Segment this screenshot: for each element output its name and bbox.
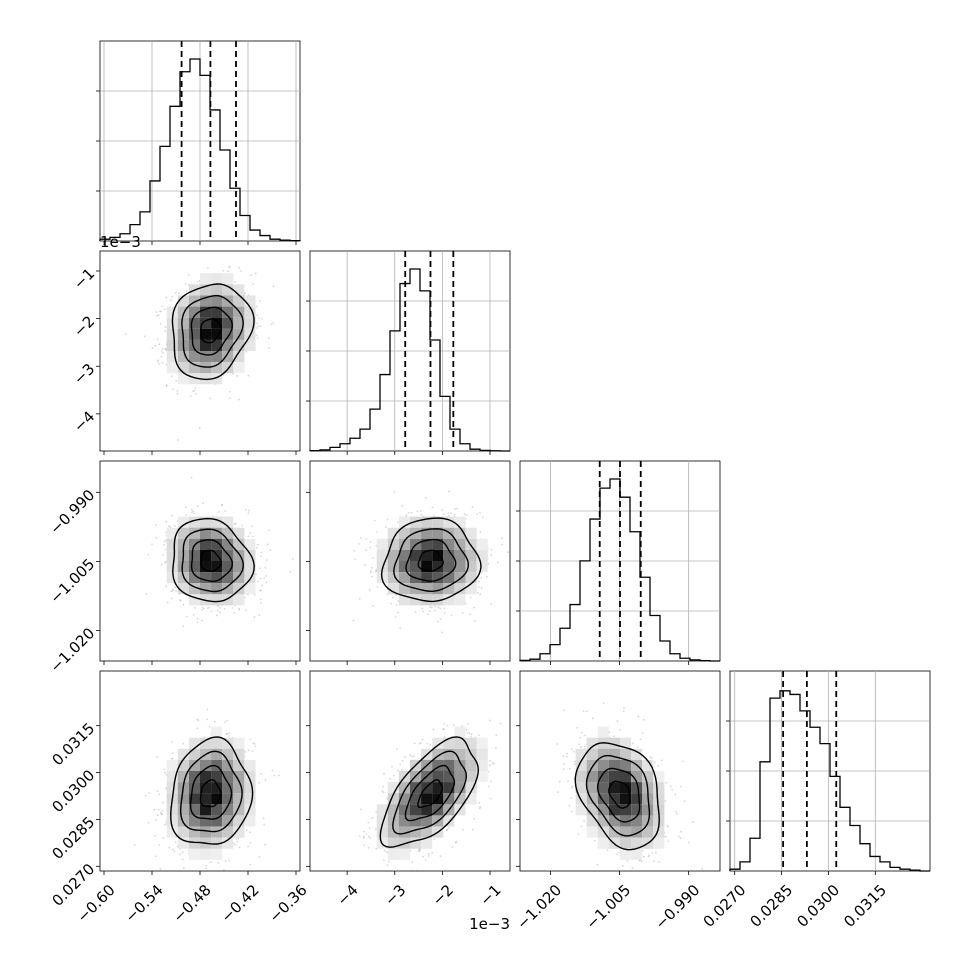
y-tick-label: −1.020 <box>46 624 98 676</box>
scatter-panel-3-2 <box>516 670 721 875</box>
y-tick-label: 0.0300 <box>49 766 99 816</box>
y-tick-label: −0.990 <box>46 486 98 538</box>
histogram-step <box>309 268 510 452</box>
y-tick-label: 0.0285 <box>49 813 99 863</box>
y-offset-label: 1e−3 <box>100 233 141 251</box>
histogram-panel-2 <box>516 460 721 665</box>
panel-frame <box>309 670 511 872</box>
panel-frame <box>309 460 511 662</box>
y-tick-label: −2 <box>70 312 98 340</box>
x-tick-label: 0.0270 <box>700 881 750 931</box>
histogram-panel-1 <box>306 250 511 455</box>
density-grid <box>166 726 256 860</box>
histogram-step <box>99 58 301 242</box>
scatter-panel-2-0 <box>96 460 301 665</box>
x-tick-label: 0.0300 <box>793 881 843 931</box>
x-tick-label: −4 <box>334 881 362 909</box>
scatter-panel-3-1 <box>306 670 511 875</box>
histogram-step <box>519 478 720 662</box>
x-tick-label: 0.0285 <box>746 881 796 931</box>
x-tick-label: −0.36 <box>266 881 311 926</box>
y-tick-label: −4 <box>70 407 98 435</box>
scatter-panel-1-0 <box>96 250 301 455</box>
x-tick-label: −2 <box>429 881 457 909</box>
y-tick-label: −1.005 <box>46 555 98 607</box>
scatter-panel-2-1 <box>306 460 511 665</box>
histogram-panel-3 <box>726 670 931 875</box>
x-tick-label: −0.990 <box>651 881 703 933</box>
contour-lines <box>170 736 254 845</box>
histogram-panel-0 <box>96 40 301 245</box>
contour-lines <box>379 736 480 848</box>
scatter-panel-3-0 <box>96 670 301 875</box>
contour-lines <box>172 517 255 603</box>
x-tick-label: −0.48 <box>170 881 215 926</box>
x-tick-label: −0.42 <box>218 881 263 926</box>
panel-frame <box>519 670 721 872</box>
x-tick-label: −1.020 <box>513 881 565 933</box>
contour-lines <box>380 517 482 603</box>
x-tick-label: −1 <box>476 881 504 909</box>
x-tick-label: −3 <box>381 881 409 909</box>
y-tick-label: 0.0315 <box>49 719 99 769</box>
y-tick-label: −3 <box>70 360 98 388</box>
histogram-step <box>729 690 930 872</box>
contour-lines <box>574 742 660 851</box>
x-offset-label: 1e−3 <box>469 915 510 933</box>
y-tick-label: −1 <box>70 265 98 293</box>
x-tick-label: −0.54 <box>122 881 167 926</box>
x-tick-label: −1.005 <box>582 881 634 933</box>
x-tick-label: 0.0315 <box>840 881 890 931</box>
contour-lines <box>171 283 255 381</box>
